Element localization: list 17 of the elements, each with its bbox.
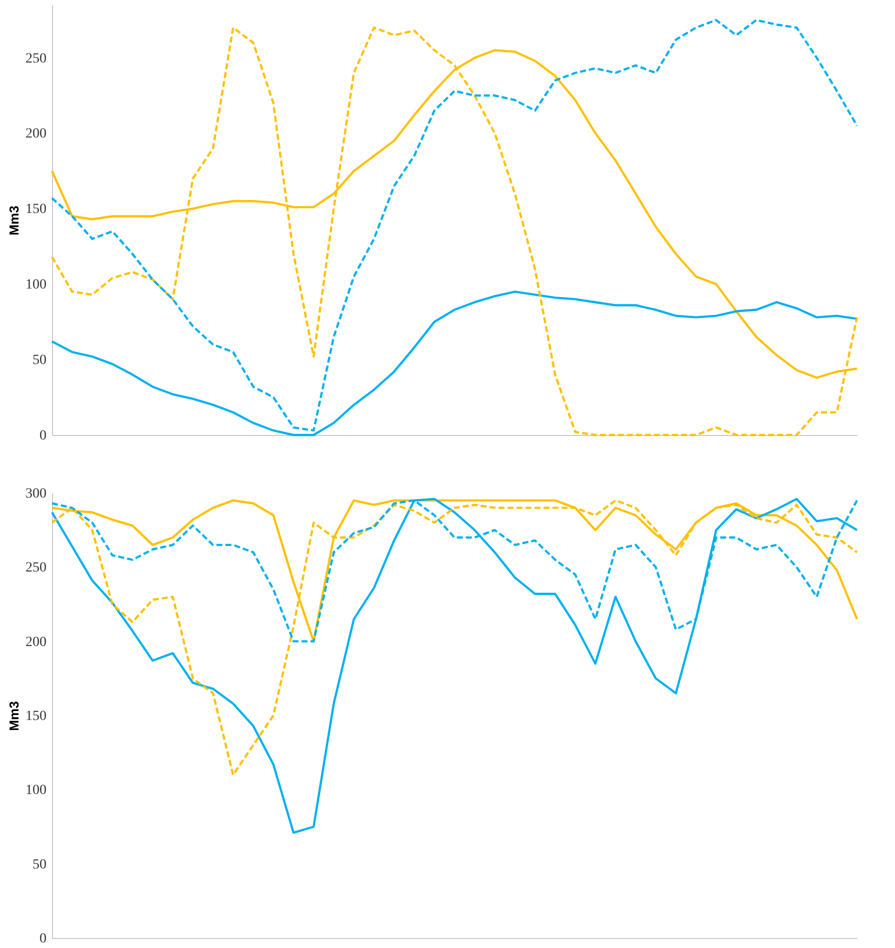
line-series — [50, 499, 858, 776]
y-tick-label: 150 — [26, 709, 46, 724]
y-tick-label: 250 — [26, 560, 46, 576]
y-tick-label: 300 — [26, 486, 46, 502]
y-axis-title: Mm3 — [6, 206, 22, 236]
y-tick-label: 150 — [26, 202, 46, 218]
y-tick-label: 250 — [26, 51, 46, 66]
y-axis-title: Mm3 — [6, 701, 22, 731]
y-tick-label: 100 — [26, 783, 46, 798]
y-tick-label: 0 — [40, 932, 46, 946]
y-tick-label: 0 — [40, 428, 46, 444]
y-tick-label: 100 — [26, 278, 46, 293]
y-tick-label: 50 — [32, 857, 46, 872]
y-tick-label: 50 — [32, 353, 46, 368]
y-tick-label: 200 — [26, 126, 46, 142]
line-series — [50, 498, 858, 834]
y-tick-label: 200 — [26, 634, 46, 650]
